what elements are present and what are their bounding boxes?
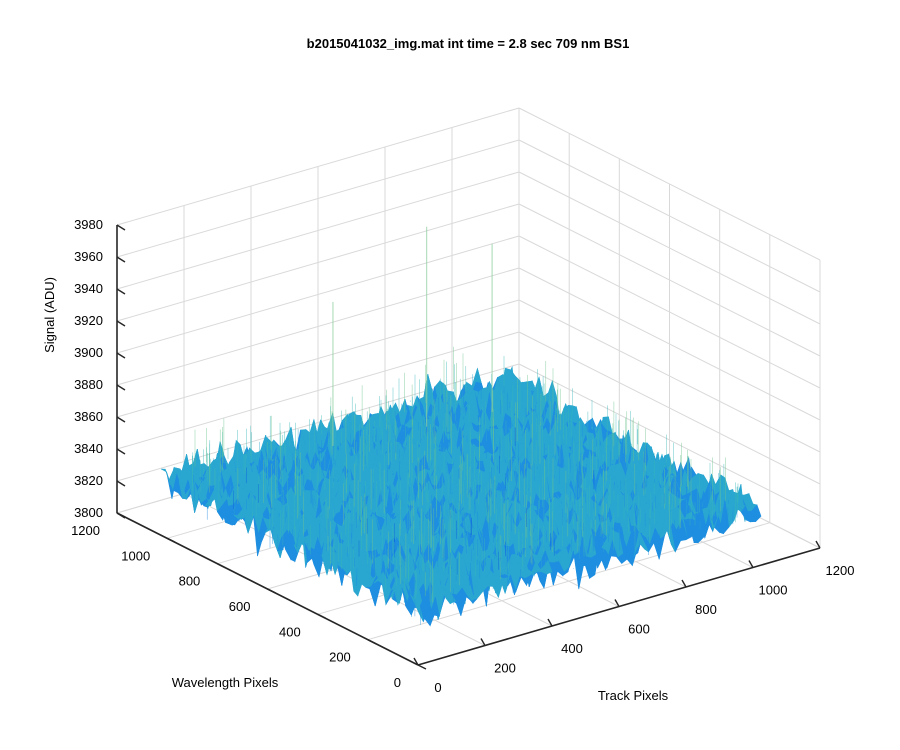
back-wall-gridline: [116, 235, 520, 354]
back-wall-gridline: [116, 171, 520, 290]
back-wall-gridline: [116, 107, 520, 226]
surface-mesh: [160, 226, 762, 627]
back-wall-gridline: [116, 203, 520, 322]
side-wall-gridline: [518, 299, 821, 453]
back-wall-gridline: [116, 299, 520, 418]
side-wall-gridline: [518, 107, 821, 261]
side-wall-gridline: [518, 235, 821, 389]
back-wall-gridline: [116, 139, 520, 258]
floor-gridline: [367, 522, 770, 641]
side-wall-gridline: [518, 267, 821, 421]
side-wall-gridline: [518, 139, 821, 293]
side-wall-gridline: [518, 331, 821, 485]
back-wall-gridline: [116, 363, 520, 482]
side-wall-gridline: [518, 363, 821, 517]
back-wall-gridline: [116, 331, 520, 450]
back-wall-gridline: [116, 267, 520, 386]
chart-title: b2015041032_img.mat int time = 2.8 sec 7…: [307, 36, 630, 51]
side-wall-gridline: [518, 171, 821, 325]
side-wall-gridline: [518, 203, 821, 357]
